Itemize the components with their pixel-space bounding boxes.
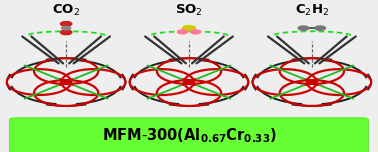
Circle shape	[178, 30, 187, 34]
Text: $\mathbf{MFM\text{-}300(Al_{0.67}Cr_{0.33})}$: $\mathbf{MFM\text{-}300(Al_{0.67}Cr_{0.3…	[102, 126, 276, 145]
Text: C$_2$H$_2$: C$_2$H$_2$	[295, 3, 329, 18]
Circle shape	[60, 30, 72, 35]
Text: SO$_2$: SO$_2$	[175, 3, 203, 18]
Circle shape	[191, 30, 200, 34]
Circle shape	[183, 26, 195, 31]
Circle shape	[315, 26, 325, 30]
Text: CO$_2$: CO$_2$	[52, 3, 80, 18]
Circle shape	[62, 26, 71, 30]
Circle shape	[298, 26, 309, 30]
Circle shape	[60, 22, 72, 26]
FancyBboxPatch shape	[9, 118, 369, 152]
